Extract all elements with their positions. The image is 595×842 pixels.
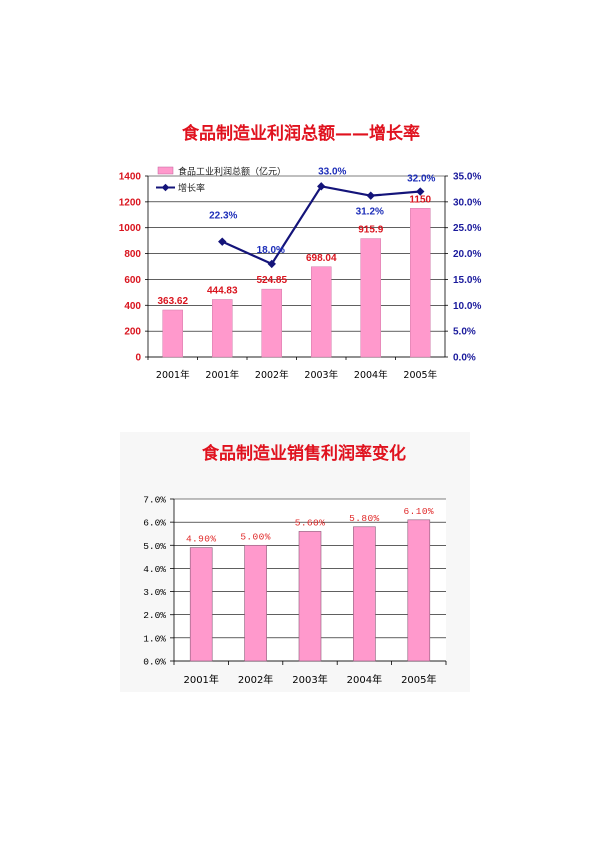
y2-tick-label: 25.0% bbox=[453, 223, 481, 234]
x-tick-label: 2004年 bbox=[347, 673, 382, 686]
legend: 食品工业利润总额（亿元） 增长率 bbox=[156, 166, 286, 194]
growth-rate-point bbox=[317, 182, 326, 191]
bar bbox=[244, 544, 267, 662]
profit-growth-chart: 食品制造业利润总额——增长率 0 200 400 600 800 1000 1200 1400… bbox=[119, 123, 482, 381]
x-tick-label: 2002年 bbox=[255, 369, 289, 381]
x-tick-label: 2005年 bbox=[403, 369, 437, 381]
bar-value-label: 363.62 bbox=[157, 296, 188, 307]
y-tick-label: 7.0% bbox=[143, 495, 166, 506]
growth-rate-label: 33.0% bbox=[318, 166, 346, 177]
bar-value-label: 5.80% bbox=[349, 513, 380, 524]
x-tick-label: 2005年 bbox=[401, 673, 436, 686]
bar-value-label: 4.90% bbox=[186, 534, 217, 545]
y-tick-label: 4.0% bbox=[143, 564, 166, 575]
y-tick-label: 3.0% bbox=[143, 587, 166, 598]
growth-rate-label: 31.2% bbox=[356, 207, 384, 218]
y-tick-label: 1.0% bbox=[143, 633, 166, 644]
x-tick-label: 2001年 bbox=[205, 369, 239, 381]
bar-value-label: 698.04 bbox=[306, 253, 337, 264]
legend-swatch-bar bbox=[157, 166, 174, 175]
bar bbox=[189, 547, 213, 662]
bar-value-label: 915.9 bbox=[358, 225, 383, 236]
y-tick-label: 400 bbox=[124, 301, 141, 312]
y2-tick-label: 35.0% bbox=[453, 172, 481, 183]
bar-value-label: 5.60% bbox=[295, 517, 326, 528]
y-tick-label: 0.0% bbox=[143, 657, 166, 668]
legend-marker-diamond bbox=[161, 183, 170, 192]
bar-value-label: 524.85 bbox=[256, 275, 287, 286]
x-tick-label: 2003年 bbox=[292, 673, 327, 686]
bar bbox=[212, 299, 233, 358]
growth-rate-point bbox=[218, 237, 227, 246]
growth-rate-label: 32.0% bbox=[407, 174, 435, 185]
y-tick-label: 0 bbox=[135, 353, 141, 364]
bar bbox=[407, 519, 431, 662]
sales-margin-chart: 食品制造业销售利润率变化 0.0% 1.0% 2.0% 3.0% 4.0% 5.0% 6.0… bbox=[120, 432, 470, 692]
growth-rate-point bbox=[267, 259, 276, 269]
bar bbox=[311, 266, 332, 358]
chart-title: 食品制造业销售利润率变化 bbox=[202, 443, 406, 464]
growth-rate-label: 18.0% bbox=[257, 245, 285, 256]
chart-title: 食品制造业利润总额——增长率 bbox=[182, 123, 420, 144]
y-tick-label: 2.0% bbox=[143, 610, 166, 621]
y-tick-label: 5.0% bbox=[143, 541, 166, 552]
y2-tick-label: 5.0% bbox=[453, 327, 476, 338]
bar bbox=[360, 238, 381, 358]
y-tick-label: 200 bbox=[124, 327, 141, 338]
legend-label-growth: 增长率 bbox=[178, 182, 205, 194]
y-tick-label: 600 bbox=[124, 275, 141, 286]
growth-rate-point bbox=[416, 187, 425, 196]
bar bbox=[410, 208, 431, 358]
x-tick-label: 2001年 bbox=[183, 673, 218, 686]
y-tick-label: 6.0% bbox=[143, 518, 166, 529]
bar bbox=[261, 288, 282, 358]
x-tick-label: 2004年 bbox=[354, 369, 388, 381]
x-tick-label: 2001年 bbox=[156, 369, 190, 381]
y2-tick-label: 0.0% bbox=[453, 353, 476, 364]
bar bbox=[298, 531, 322, 662]
y2-tick-label: 30.0% bbox=[453, 197, 481, 208]
y2-tick-label: 20.0% bbox=[453, 249, 481, 260]
x-tick-label: 2003年 bbox=[304, 369, 338, 381]
bar-value-label: 6.10% bbox=[404, 506, 435, 517]
y-tick-label: 1400 bbox=[119, 172, 142, 183]
bar-value-label: 444.83 bbox=[207, 285, 238, 296]
bar-value-label: 5.00% bbox=[240, 531, 271, 542]
bar bbox=[353, 526, 376, 662]
y-tick-label: 800 bbox=[124, 249, 141, 260]
growth-rate-label: 22.3% bbox=[209, 211, 237, 222]
y2-tick-label: 15.0% bbox=[453, 275, 481, 286]
y2-tick-label: 10.0% bbox=[453, 301, 481, 312]
legend-label-profit: 食品工业利润总额（亿元） bbox=[178, 166, 286, 178]
y-tick-label: 1000 bbox=[119, 223, 142, 234]
chart-plot-area: 0 200 400 600 800 1000 1200 1400 0.0% 5.0% 10.0% 15… bbox=[119, 166, 482, 381]
chart-plot-area: 0.0% 1.0% 2.0% 3.0% 4.0% 5.0% 6.0% 7.0% 2001年 200… bbox=[143, 495, 447, 686]
y-tick-label: 1200 bbox=[119, 197, 142, 208]
bar-value-label: 1150 bbox=[409, 194, 431, 205]
bar bbox=[162, 309, 183, 358]
x-tick-label: 2002年 bbox=[238, 673, 273, 686]
growth-rate-point bbox=[366, 191, 375, 200]
